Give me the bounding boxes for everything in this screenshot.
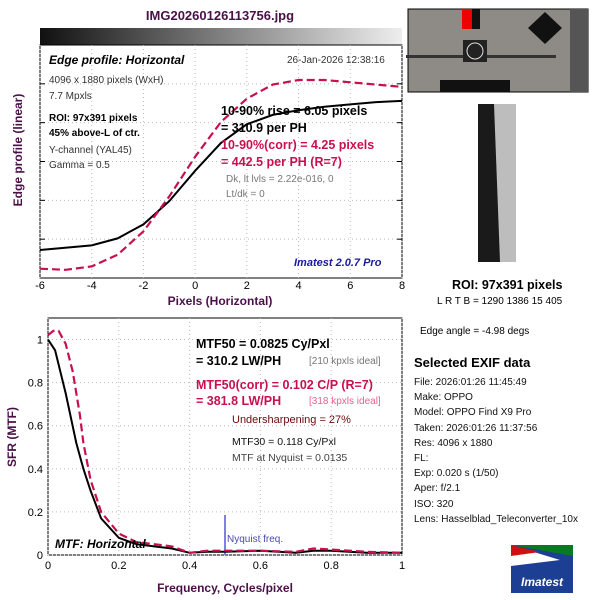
y-tick-label: 0.6 [28,421,43,433]
exif-model: Model: OPPO Find X9 Pro [414,407,532,419]
gamma: Gamma = 0.5 [49,160,110,171]
x-tick-label: -6 [35,280,45,292]
levels: Dk, lt lvls = 2.22e-016, 0 [226,174,334,185]
channel: Y-channel (YAL45) [49,145,132,156]
mtf50-corr-ideal: [318 kpxls ideal] [309,396,381,407]
x-tick-label: 0 [192,280,198,292]
edge-angle: Edge angle = -4.98 degs [420,326,530,337]
x-tick-label: 4 [296,280,302,292]
bottom-xlabel: Frequency, Cycles/pixel [157,581,293,595]
y-tick-label: 0.2 [28,507,43,519]
x-tick-label: 0.4 [182,560,197,572]
series-line [39,99,403,251]
roi-label: ROI: 97x391 pixels [452,278,563,292]
series-line [47,338,402,554]
nyquist-label: Nyquist freq. [227,534,284,545]
x-tick-label: 2 [244,280,250,292]
y-tick-label: 0.4 [28,464,43,476]
exif-list: File: 2026:01:26 11:45:49 Make: OPPO Mod… [414,375,578,527]
mtf50: MTF50 = 0.0825 Cy/Pxl [196,337,330,351]
exif-aper: Aper: f/2.1 [414,483,461,495]
edge-heading: Edge profile: Horizontal [49,53,185,67]
exif-exp: Exp: 0.020 s (1/50) [414,468,499,480]
x-tick-label: 0.2 [111,560,126,572]
exif-file: File: 2026:01:26 11:45:49 [414,377,527,388]
timestamp: 26-Jan-2026 12:38:16 [287,55,385,66]
mtf50-corr-lwph: = 381.8 LW/PH [196,394,282,408]
y-tick-label: 1 [37,335,43,347]
exif-make: Make: OPPO [414,392,473,404]
exif-title: Selected EXIF data [414,355,531,370]
x-tick-label: 6 [347,280,353,292]
exif-fl: FL: [414,453,429,465]
mtf-nyquist: MTF at Nyquist = 0.0135 [232,452,348,464]
lt-dk: Lt/dk = 0 [226,189,265,200]
undersharpening: Undersharpening = 27% [232,414,351,426]
rise: 10-90% rise = 6.05 pixels [221,104,368,118]
roi-image [478,104,516,262]
image-title: IMG20260126113756.jpg [145,8,295,23]
x-tick-label: 1 [399,560,405,572]
mtf-heading: MTF: Horizontal [55,537,146,551]
exif-lens: Lens: Hasselblad_Teleconverter_10x [414,513,578,525]
rise-corr: 10-90%(corr) = 4.25 pixels [221,138,375,152]
mtf30: MTF30 = 0.118 Cy/Pxl [232,436,336,448]
y-tick-label: 0.8 [28,378,43,390]
rise-ph: = 310.9 per PH [221,121,307,135]
chart-thumbnail [406,8,589,93]
mtf50-ideal: [210 kpxls ideal] [309,356,381,367]
top-xlabel: Pixels (Horizontal) [168,294,273,308]
x-tick-label: 0 [45,560,51,572]
edge-gradient-strip [40,28,402,45]
info-size: 4096 x 1880 pixels (WxH) [49,75,164,86]
series-corrected-line [39,78,403,271]
exif-iso: ISO: 320 [414,498,454,510]
x-tick-label: 0.8 [324,560,339,572]
bottom-ylabel: SFR (MTF) [5,407,19,467]
exif-taken: Taken: 2026:01:26 11:37:56 [414,422,538,434]
roi-position: 45% above-L of ctr. [49,128,140,139]
mtf50-lwph: = 310.2 LW/PH [196,354,282,368]
x-tick-label: -2 [139,280,149,292]
series-corrected-line [47,329,403,554]
version: Imatest 2.0.7 Pro [294,257,382,269]
y-tick-label: 0 [37,550,43,562]
x-tick-label: 8 [399,280,405,292]
imatest-logo: Imatest [511,545,573,593]
info-mpx: 7.7 Mpxls [49,91,92,102]
mtf50-corr: MTF50(corr) = 0.102 C/P (R=7) [196,378,373,392]
roi-info: ROI: 97x391 pixels [49,113,138,124]
rise-corr-ph: = 442.5 per PH (R=7) [221,155,342,169]
roi-lrtb: L R T B = 1290 1386 15 405 [437,296,563,307]
x-tick-label: 0.6 [253,560,268,572]
exif-res: Res: 4096 x 1880 [414,437,493,449]
svg-text:Imatest: Imatest [521,575,564,589]
x-tick-label: -4 [87,280,97,292]
top-ylabel: Edge profile (linear) [11,94,25,207]
